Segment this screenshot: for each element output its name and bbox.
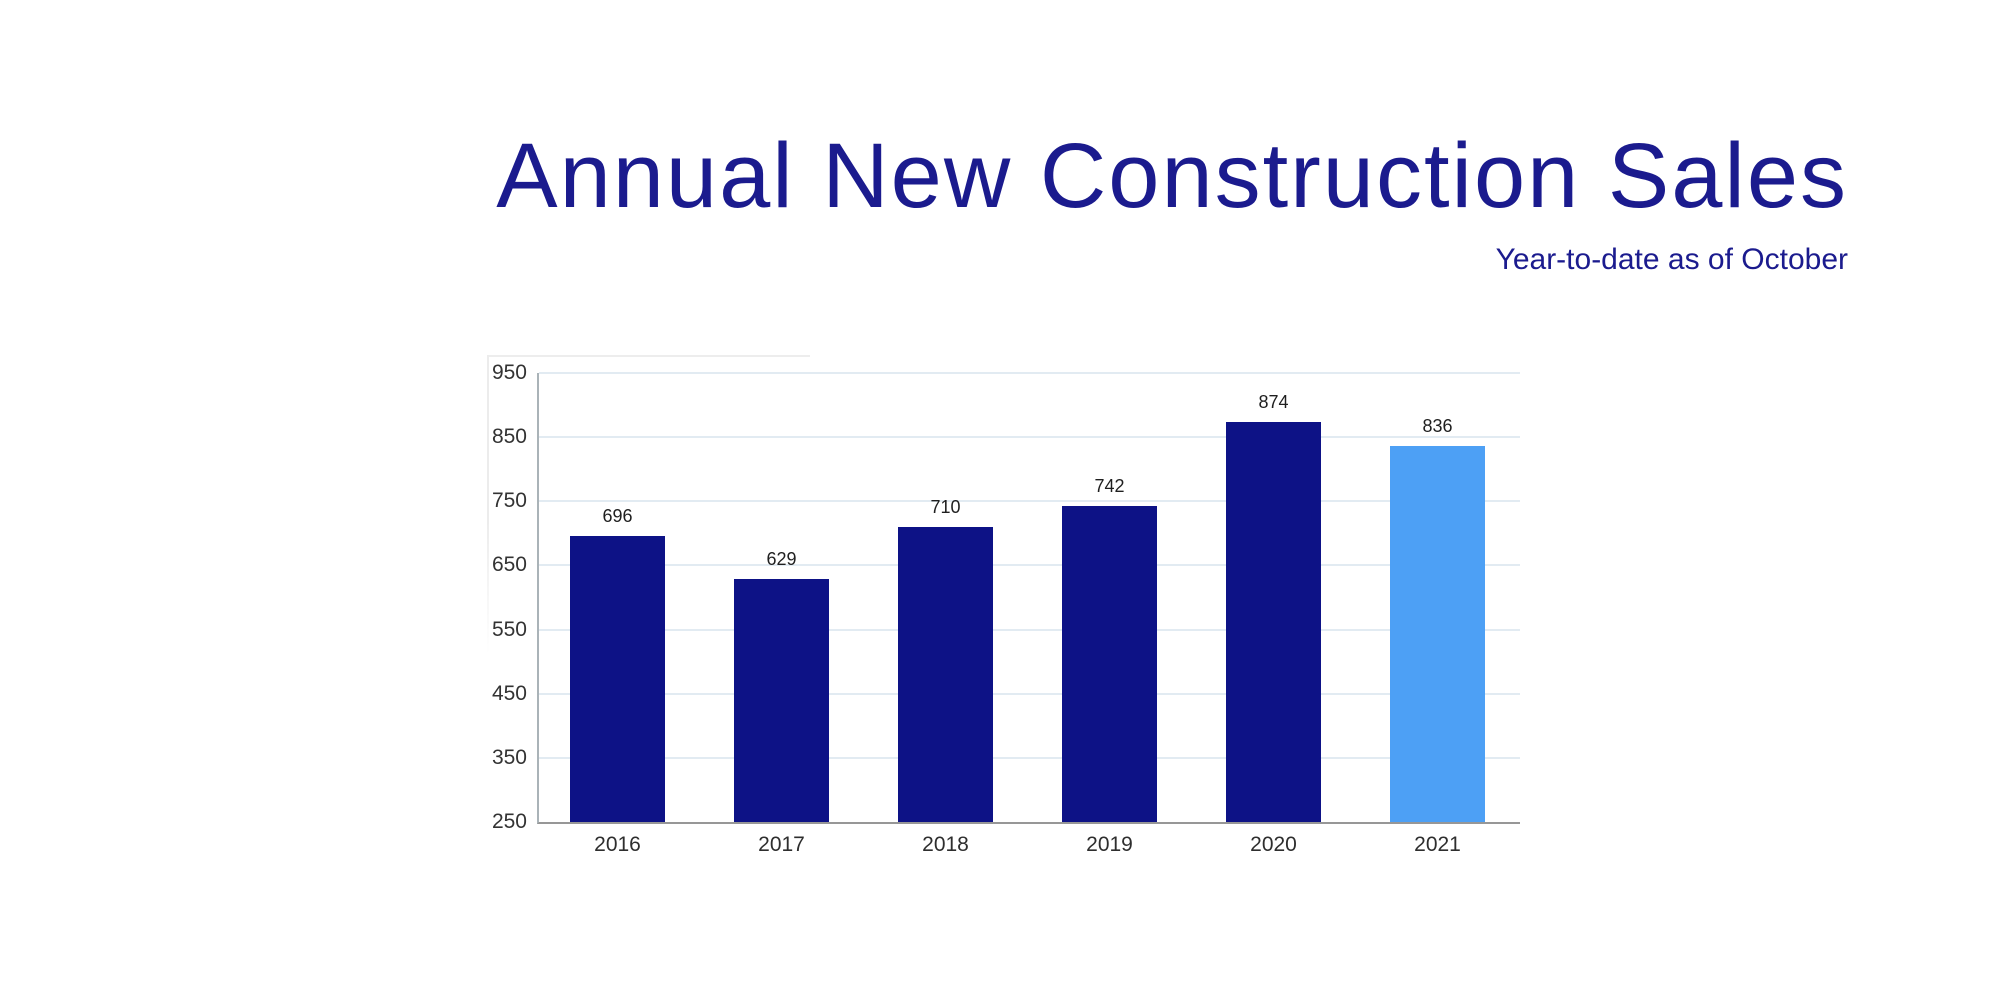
bar-2021 [1390,446,1485,822]
x-axis-tick-label: 2021 [1414,833,1461,856]
y-axis-tick-label: 750 [491,489,527,512]
x-axis-tick-label: 2018 [922,833,969,856]
x-axis-tick-label: 2017 [758,833,805,856]
y-axis-tick-label: 350 [491,746,527,769]
bar-2017 [734,579,829,822]
chart-title: Annual New Construction Sales [496,125,1848,227]
x-axis-tick-label: 2019 [1086,833,1133,856]
gridline-y-750 [539,500,1520,502]
y-axis-tick-label: 550 [491,618,527,641]
bar-value-label: 742 [1094,476,1125,496]
gridline-y-650 [539,564,1520,566]
y-axis-tick-label: 650 [491,553,527,576]
gridline-y-850 [539,436,1520,438]
gridline-y-550 [539,629,1520,631]
bar-chart-plot-area: 250 350 450 550 650 750 850 950 696 2016 629 2017 71… [492,362,1520,856]
y-axis-tick-label: 850 [491,425,527,448]
bar-value-label: 836 [1422,416,1453,436]
gridline-y-350 [539,757,1520,759]
y-axis-tick-label: 450 [491,682,527,705]
y-axis-tick-label: 250 [491,810,527,833]
chart-bounds-edge-top [487,355,810,357]
bar-value-label: 629 [766,549,797,569]
x-axis-tick-label: 2020 [1250,833,1297,856]
bar-value-label: 696 [602,506,633,526]
gridline-y-450 [539,693,1520,695]
bar-2018 [898,527,993,822]
y-axis-tick-label: 950 [491,361,527,384]
bar-2019 [1062,506,1157,822]
gridline-y-950 [539,372,1520,374]
x-axis-tick-label: 2016 [594,833,641,856]
bar-2020 [1226,422,1321,822]
bar-2016 [570,536,665,822]
bar-value-label: 874 [1258,392,1289,412]
chart-subtitle: Year-to-date as of October [1495,243,1848,276]
chart-bounds-edge-left [487,355,489,655]
bar-value-label: 710 [930,497,961,517]
